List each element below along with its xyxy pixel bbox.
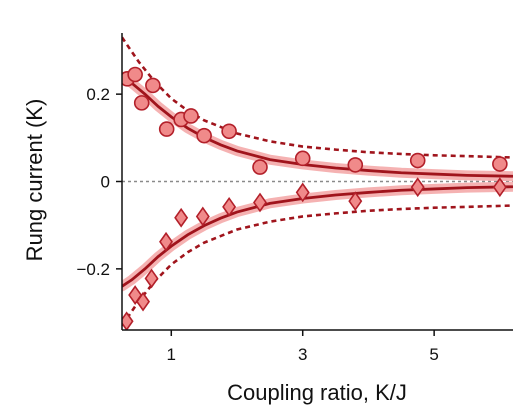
y-tick-label-1: 0 xyxy=(101,173,110,192)
diamond-marker-10 xyxy=(348,191,363,212)
circle-marker-3 xyxy=(145,77,161,94)
bound-curve-4 xyxy=(122,36,513,159)
diamond-marker-4 xyxy=(159,231,174,252)
circle-marker-11 xyxy=(347,157,364,173)
bound-curve-5 xyxy=(122,204,513,327)
circle-marker-13 xyxy=(492,156,508,172)
theory-curve-2 xyxy=(122,75,513,178)
y-tick-label-0: 0.2 xyxy=(86,85,110,104)
circle-marker-4 xyxy=(158,121,175,137)
circle-marker-12 xyxy=(409,152,426,169)
plot-area xyxy=(122,36,513,330)
x-tick-label-5: 5 xyxy=(429,345,438,364)
x-tick-label-3: 3 xyxy=(298,345,307,364)
diamond-marker-7 xyxy=(222,196,237,217)
diamond-marker-12 xyxy=(492,177,507,198)
circle-marker-8 xyxy=(221,123,237,140)
diamond-marker-6 xyxy=(195,206,210,227)
circle-marker-6 xyxy=(183,108,199,124)
circle-marker-2 xyxy=(133,95,150,111)
x-axis-label: Coupling ratio, K/J xyxy=(227,380,407,405)
theory-curve-3 xyxy=(122,185,513,288)
y-axis-label: Rung current (K) xyxy=(22,99,47,262)
diamond-marker-9 xyxy=(295,182,310,203)
y-tick-label-2: −0.2 xyxy=(76,260,110,279)
diamond-marker-8 xyxy=(253,192,267,213)
axes: 1 3 5 0.2 0 −0.2 xyxy=(76,33,513,364)
diamond-marker-11 xyxy=(410,177,425,198)
diamond-marker-5 xyxy=(174,207,189,228)
circle-marker-10 xyxy=(294,150,311,167)
circle-marker-7 xyxy=(196,127,212,144)
diamond-marker-3 xyxy=(144,268,159,289)
theory-band-3 xyxy=(122,181,513,292)
x-tick-label-1: 1 xyxy=(167,345,176,364)
circle-marker-9 xyxy=(252,159,268,175)
circle-marker-1 xyxy=(127,66,143,83)
diamond-marker-2 xyxy=(136,291,151,312)
